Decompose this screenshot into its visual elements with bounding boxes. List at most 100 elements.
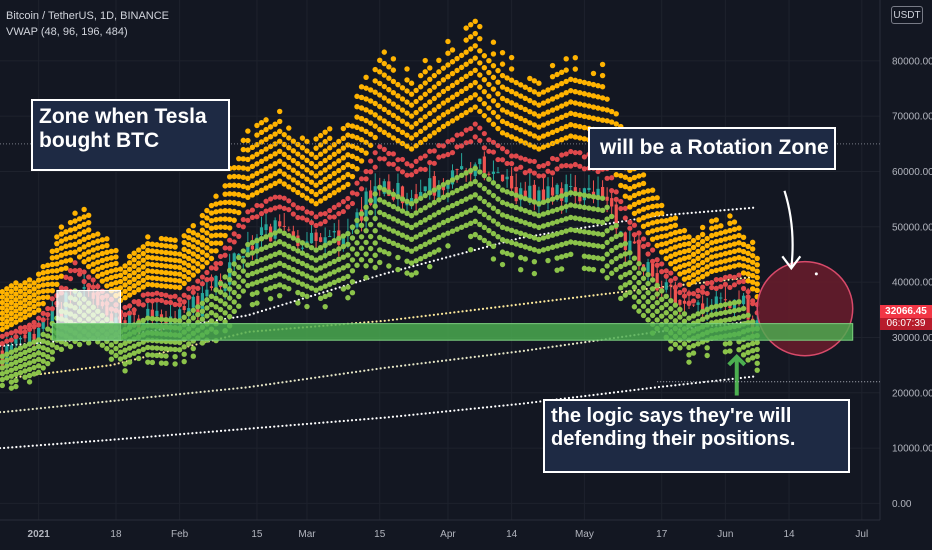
vwap-dot xyxy=(170,433,174,436)
band-dot-orange xyxy=(449,70,456,77)
band-dot-orange xyxy=(677,250,683,256)
band-dot-orange xyxy=(317,142,324,148)
vwap-dot xyxy=(256,384,259,387)
price-tick-label: 60000.00 xyxy=(892,167,932,178)
band-dot-red xyxy=(436,154,442,160)
band-dot-orange xyxy=(222,224,228,230)
band-dot-green xyxy=(413,246,419,252)
band-dot-green xyxy=(390,191,397,198)
band-dot-green xyxy=(736,315,742,321)
band-dot-orange xyxy=(709,261,715,267)
vwap-dot xyxy=(731,377,734,380)
band-dot-orange xyxy=(299,154,306,160)
band-dot-green xyxy=(408,201,415,207)
band-dot-orange xyxy=(190,251,196,257)
band-dot-green xyxy=(372,228,378,234)
band-dot-orange xyxy=(245,166,251,172)
vwap-dot xyxy=(416,362,419,365)
candle-body xyxy=(205,289,209,297)
vwap-dot xyxy=(297,423,300,426)
band-dot-green xyxy=(627,279,633,286)
band-dot-red xyxy=(668,278,674,284)
vwap-dot xyxy=(608,222,611,225)
vwap-dot xyxy=(412,316,415,319)
band-dot-red xyxy=(86,282,92,289)
band-dot-green xyxy=(204,297,210,303)
band-dot-red xyxy=(531,158,537,165)
band-dot-green xyxy=(427,202,433,208)
band-dot-red xyxy=(186,294,192,300)
indicator-label[interactable]: VWAP (48, 96, 196, 484) xyxy=(6,26,128,38)
band-dot-orange xyxy=(445,38,451,45)
vwap-dot xyxy=(326,374,329,378)
band-dot-orange xyxy=(236,182,242,189)
band-dot-red xyxy=(217,260,224,266)
band-dot-red xyxy=(76,267,83,273)
band-dot-green xyxy=(427,263,433,270)
vwap-dot xyxy=(64,404,67,407)
price-axis[interactable]: 0.0010000.0020000.0030000.0040000.005000… xyxy=(879,0,932,520)
band-dot-orange xyxy=(749,259,756,265)
band-dot-orange xyxy=(495,91,501,97)
tesla-zone-annotation[interactable]: Zone when Tesla bought BTC xyxy=(31,99,230,171)
rotation-zone-annotation[interactable]: will be a Rotation Zone xyxy=(588,127,836,170)
logic-annotation[interactable]: the logic says they're will defending th… xyxy=(543,399,850,473)
band-dot-green xyxy=(440,207,447,213)
band-dot-red xyxy=(572,149,578,156)
band-dot-orange xyxy=(95,273,101,279)
band-dot-green xyxy=(322,263,328,269)
band-dot-orange xyxy=(245,185,251,191)
band-dot-orange xyxy=(304,148,310,154)
band-dot-green xyxy=(31,352,37,358)
band-dot-orange xyxy=(709,240,715,246)
vwap-dot xyxy=(101,439,104,442)
band-dot-orange xyxy=(354,114,360,120)
band-dot-red xyxy=(636,239,642,245)
vwap-dot xyxy=(113,438,116,441)
band-dot-orange xyxy=(354,103,360,110)
band-dot-orange xyxy=(508,111,515,117)
band-dot-green xyxy=(499,261,506,268)
band-dot-orange xyxy=(263,136,269,143)
band-dot-orange xyxy=(4,297,10,303)
band-dot-orange xyxy=(104,263,110,269)
band-dot-orange xyxy=(85,234,92,240)
band-dot-orange xyxy=(663,225,669,231)
band-dot-green xyxy=(104,345,110,352)
vwap-dot xyxy=(510,304,513,307)
band-dot-green xyxy=(22,374,28,380)
band-dot-red xyxy=(308,210,315,216)
band-dot-green xyxy=(26,379,33,385)
band-dot-orange xyxy=(449,106,456,112)
band-dot-orange xyxy=(699,273,706,280)
band-dot-green xyxy=(595,243,601,249)
band-dot-green xyxy=(740,352,747,358)
time-axis[interactable]: 2021 18 Feb 15 Mar 15 Apr 14 May 17 Jun 14 Jul xyxy=(0,519,880,540)
band-dot-red xyxy=(468,139,474,145)
band-dot-orange xyxy=(136,280,142,286)
band-dot-green xyxy=(45,347,51,353)
currency-unit-badge[interactable]: USDT xyxy=(891,6,923,24)
band-dot-orange xyxy=(117,266,124,272)
band-dot-green xyxy=(267,253,274,259)
band-dot-orange xyxy=(76,216,83,222)
band-dot-orange xyxy=(345,122,351,128)
band-dot-orange xyxy=(40,288,46,294)
band-dot-green xyxy=(454,200,460,207)
band-dot-green xyxy=(677,314,683,320)
band-dot-green xyxy=(486,189,492,195)
band-dot-green xyxy=(481,172,488,179)
vwap-dot xyxy=(420,362,423,365)
vwap-dot xyxy=(375,417,378,420)
band-dot-orange xyxy=(49,261,55,268)
band-dot-orange xyxy=(436,103,442,110)
band-dot-orange xyxy=(495,79,501,85)
band-dot-green xyxy=(272,283,278,290)
band-dot-orange xyxy=(213,240,219,246)
band-dot-green xyxy=(308,275,315,281)
band-dot-green xyxy=(504,189,510,195)
vwap-dot xyxy=(301,378,304,381)
band-dot-orange xyxy=(167,283,174,290)
band-dot-orange xyxy=(408,91,415,97)
